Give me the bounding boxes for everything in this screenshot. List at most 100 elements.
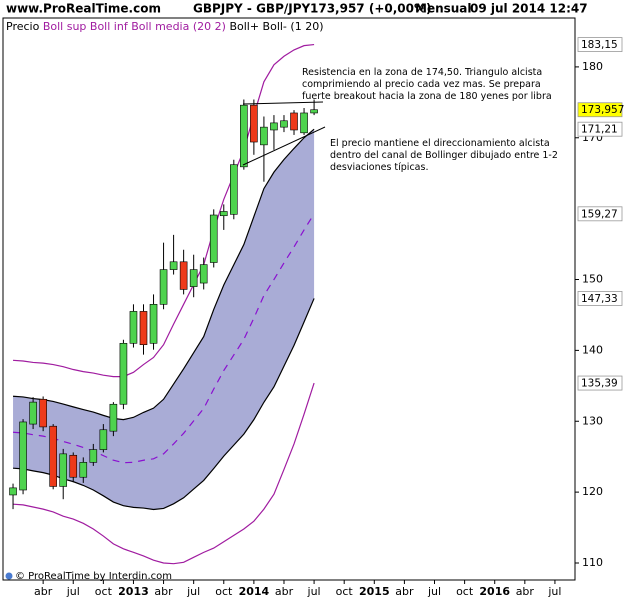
x-tick-label: abr: [154, 585, 173, 598]
price-label-box: [577, 206, 623, 222]
legend-entry: Boll sup: [43, 20, 90, 33]
price-label-box: [577, 121, 623, 137]
candle-body: [199, 264, 208, 284]
x-tick-label: jul: [427, 585, 441, 598]
x-tick-label: abr: [34, 585, 53, 598]
y-tick-label: 130: [582, 414, 603, 427]
site: www.ProRealTime.com: [6, 2, 161, 16]
candle-body: [99, 429, 108, 450]
x-tick-label: jul: [307, 585, 321, 598]
date: 09 jul 2014 12:47: [470, 2, 588, 16]
annotation-line: El precio mantiene el direccionamiento a…: [330, 138, 550, 149]
price-label: 147,33: [581, 293, 618, 305]
x-tick-label: jul: [186, 585, 200, 598]
legend-entry: (20 2): [193, 20, 230, 33]
x-tick-label: jul: [547, 585, 561, 598]
candle-body: [310, 109, 318, 114]
price-label-box: [577, 37, 623, 52]
candle-body: [89, 449, 98, 463]
x-tick-label: 2014: [239, 585, 270, 598]
plot-frame: [2, 17, 576, 581]
logo: [5, 572, 13, 580]
x-tick-label: abr: [516, 585, 535, 598]
price-label-box: [577, 291, 623, 306]
candle-body: [69, 454, 78, 478]
candle-body: [79, 462, 88, 478]
candle-body: [290, 112, 298, 131]
x-tick-label: 2016: [479, 585, 510, 598]
price-label: 159,27: [581, 208, 618, 220]
price-label: 135,39: [581, 378, 618, 390]
candle-body: [300, 112, 308, 134]
candle-body: [280, 120, 288, 128]
plot: [9, 43, 318, 565]
indicator-line: [12, 43, 315, 378]
annotation-line: Resistencia en la zona de 174,50. Triang…: [302, 67, 542, 78]
candle-body: [230, 164, 238, 215]
candle-body: [9, 487, 17, 496]
footer: © ProRealTime by Interdin.com: [15, 571, 172, 582]
candle-body: [219, 211, 228, 217]
annotation-line: dentro del canal de Bollinger dibujado e…: [330, 150, 558, 161]
candle-body: [169, 261, 178, 270]
candle-body: [129, 311, 138, 344]
legend: Precio Boll sup Boll inf Boll media (20 …: [6, 20, 323, 33]
y-tick-label: 180: [582, 60, 603, 73]
x-tick-label: oct: [95, 585, 113, 598]
x-tick-label: jul: [66, 585, 80, 598]
candle-body: [109, 403, 118, 432]
legend-entry: (1 20): [290, 20, 323, 33]
annotation: El precio mantiene el direccionamiento a…: [330, 138, 558, 173]
band-fill: [13, 129, 315, 510]
support-line: [242, 126, 326, 166]
indicator-line: [12, 382, 315, 565]
candle-body: [139, 311, 148, 346]
y-tick-label: 120: [582, 485, 603, 498]
x-tick-label: oct: [456, 585, 474, 598]
y-tick-label: 140: [582, 343, 603, 356]
annotation: Resistencia en la zona de 174,50. Triang…: [302, 67, 552, 102]
y-tick-label: 110: [582, 556, 603, 569]
candle-body: [119, 342, 128, 405]
candle-body: [39, 398, 47, 428]
annotation-line: desviaciones típicas.: [330, 162, 428, 173]
x-tick-label: oct: [336, 585, 354, 598]
legend-entry: Boll+: [229, 20, 262, 33]
candle-body: [149, 304, 158, 344]
candle-body: [270, 122, 278, 131]
annotation-line: comprimiendo al precio cada vez mas. Se …: [302, 79, 541, 90]
legend-entry: Precio: [6, 20, 43, 33]
candle-body: [59, 453, 68, 487]
candle-body: [209, 214, 218, 263]
price-label: 173,957: [581, 104, 624, 116]
candle-body: [19, 421, 27, 491]
price-label-box: [577, 375, 623, 391]
period: Mensual: [415, 2, 472, 16]
x-tick-label: 2013: [118, 585, 149, 598]
y-tick-label: 150: [582, 273, 603, 286]
candle-body: [49, 425, 57, 487]
x-tick-label: abr: [275, 585, 294, 598]
indicator-line: [12, 128, 315, 421]
candle-body: [29, 401, 37, 425]
x-tick-label: oct: [215, 585, 233, 598]
legend-entry: Boll-: [263, 20, 291, 33]
price-label: 171,21: [581, 124, 618, 136]
legend-entry: Boll media: [131, 20, 193, 33]
annotation-line: fuerte breakout hacia la zona de 180 yen…: [302, 91, 552, 102]
legend-entry: Boll inf: [90, 20, 131, 33]
candle-body: [189, 269, 198, 287]
candle-body: [240, 104, 248, 168]
candle-body: [260, 126, 268, 146]
price-label-box: [577, 102, 623, 118]
indicator-line: [12, 213, 315, 464]
resistance-line: [242, 101, 324, 105]
candle-body: [250, 104, 258, 143]
x-tick-label: 2015: [359, 585, 390, 598]
x-tick-label: abr: [395, 585, 414, 598]
price: 173,957 (+0,00%): [310, 2, 432, 16]
candle-body: [159, 269, 168, 305]
price-label: 183,15: [581, 39, 618, 51]
